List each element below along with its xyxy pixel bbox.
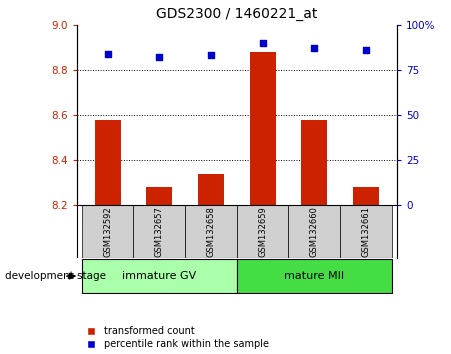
Point bbox=[259, 40, 266, 46]
Bar bbox=[185, 205, 237, 258]
Text: GSM132657: GSM132657 bbox=[155, 206, 164, 257]
Bar bbox=[82, 205, 133, 258]
Text: immature GV: immature GV bbox=[122, 271, 197, 281]
Bar bbox=[237, 259, 392, 293]
Text: development stage: development stage bbox=[5, 271, 106, 281]
Text: GSM132660: GSM132660 bbox=[310, 206, 319, 257]
Text: GSM132661: GSM132661 bbox=[361, 206, 370, 257]
Point bbox=[156, 55, 163, 60]
Text: GSM132592: GSM132592 bbox=[103, 206, 112, 257]
Bar bbox=[301, 120, 327, 205]
Text: mature MII: mature MII bbox=[284, 271, 344, 281]
Point bbox=[207, 53, 215, 58]
Bar bbox=[289, 205, 340, 258]
Point bbox=[311, 45, 318, 51]
Title: GDS2300 / 1460221_at: GDS2300 / 1460221_at bbox=[156, 7, 318, 21]
Bar bbox=[340, 205, 392, 258]
Text: GSM132658: GSM132658 bbox=[207, 206, 216, 257]
Text: GSM132659: GSM132659 bbox=[258, 206, 267, 257]
Bar bbox=[250, 52, 276, 205]
Bar bbox=[147, 187, 172, 205]
Point bbox=[362, 47, 369, 53]
Bar bbox=[353, 187, 379, 205]
Bar bbox=[198, 174, 224, 205]
Bar bbox=[82, 259, 237, 293]
Bar bbox=[133, 205, 185, 258]
Bar bbox=[237, 205, 289, 258]
Legend: transformed count, percentile rank within the sample: transformed count, percentile rank withi… bbox=[82, 326, 269, 349]
Bar bbox=[95, 120, 120, 205]
Point bbox=[104, 51, 111, 57]
